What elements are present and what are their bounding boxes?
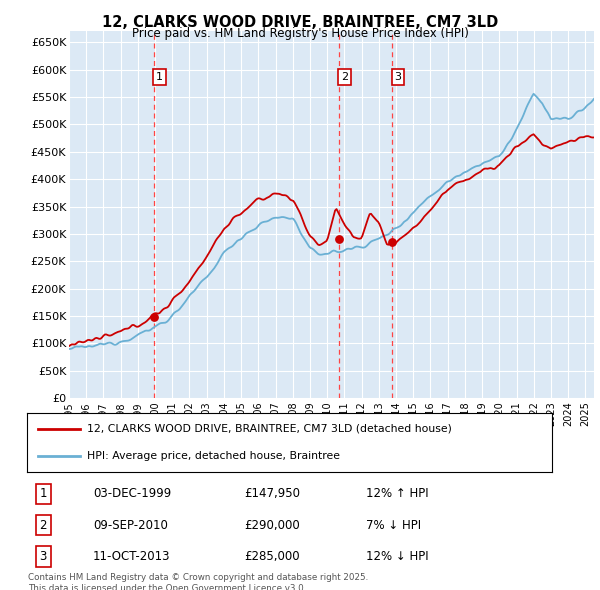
Text: Contains HM Land Registry data © Crown copyright and database right 2025.
This d: Contains HM Land Registry data © Crown c… xyxy=(28,573,368,590)
Text: HPI: Average price, detached house, Braintree: HPI: Average price, detached house, Brai… xyxy=(88,451,340,461)
Point xyxy=(149,313,158,322)
Text: 3: 3 xyxy=(40,550,47,563)
Text: 1: 1 xyxy=(40,487,47,500)
Point xyxy=(388,237,397,247)
Text: 7% ↓ HPI: 7% ↓ HPI xyxy=(366,519,421,532)
Text: 09-SEP-2010: 09-SEP-2010 xyxy=(93,519,168,532)
Text: 2: 2 xyxy=(341,72,348,82)
Text: 3: 3 xyxy=(394,72,401,82)
Text: £285,000: £285,000 xyxy=(244,550,300,563)
Text: 1: 1 xyxy=(156,72,163,82)
Text: 03-DEC-1999: 03-DEC-1999 xyxy=(93,487,171,500)
Point xyxy=(334,235,344,244)
Text: £147,950: £147,950 xyxy=(244,487,300,500)
Text: 2: 2 xyxy=(40,519,47,532)
Text: 12% ↓ HPI: 12% ↓ HPI xyxy=(366,550,428,563)
Text: 12, CLARKS WOOD DRIVE, BRAINTREE, CM7 3LD (detached house): 12, CLARKS WOOD DRIVE, BRAINTREE, CM7 3L… xyxy=(88,424,452,434)
Text: £290,000: £290,000 xyxy=(244,519,300,532)
Text: 12, CLARKS WOOD DRIVE, BRAINTREE, CM7 3LD: 12, CLARKS WOOD DRIVE, BRAINTREE, CM7 3L… xyxy=(102,15,498,30)
Text: 12% ↑ HPI: 12% ↑ HPI xyxy=(366,487,428,500)
Text: 11-OCT-2013: 11-OCT-2013 xyxy=(93,550,170,563)
Text: Price paid vs. HM Land Registry's House Price Index (HPI): Price paid vs. HM Land Registry's House … xyxy=(131,27,469,40)
